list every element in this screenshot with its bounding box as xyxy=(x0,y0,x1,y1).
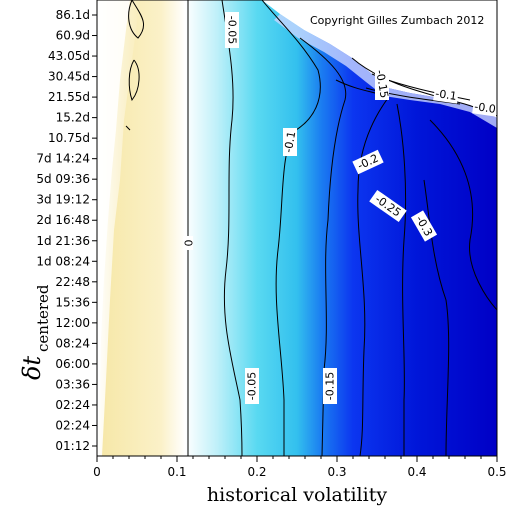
x-tick-label: 0 xyxy=(93,465,101,479)
y-tick-label: 60.9d xyxy=(56,29,90,43)
y-tick-label: 08:24 xyxy=(55,336,90,350)
contour-label-7: -0.05 xyxy=(246,372,259,400)
x-tick-label: 0.5 xyxy=(487,465,506,479)
y-tick-label: 43.05d xyxy=(48,49,90,63)
y-tick-label: 15.2d xyxy=(56,111,90,125)
y-tick-label: 12:00 xyxy=(55,316,90,330)
x-tick-label: 0.4 xyxy=(407,465,426,479)
y-axis-title-symbol: δt xyxy=(18,356,46,380)
y-axis-title-subscript: centered xyxy=(34,284,52,352)
x-axis: 0 0.1 0.2 0.3 0.4 0.5 xyxy=(93,456,507,479)
contour-label-0: 0 xyxy=(182,240,195,247)
y-tick-label: 5d 09:36 xyxy=(36,172,90,186)
x-axis-title: historical volatility xyxy=(207,484,387,506)
y-tick-label: 3d 19:12 xyxy=(36,193,90,207)
copyright-annotation: Copyright Gilles Zumbach 2012 xyxy=(310,14,484,27)
contour-label-2: -0.1 xyxy=(282,130,299,153)
y-tick-label: 06:00 xyxy=(55,357,90,371)
y-tick-label: 01:12 xyxy=(55,439,90,453)
y-tick-label: 02:24 xyxy=(55,398,90,412)
contour-label-8: -0.15 xyxy=(324,372,337,400)
y-tick-label: 30.45d xyxy=(48,70,90,84)
contour-label-9: -0.1 xyxy=(434,87,457,103)
y-tick-label: 15:36 xyxy=(55,295,90,309)
y-axis-title: δt centered xyxy=(18,284,52,380)
x-tick-label: 0.2 xyxy=(247,465,266,479)
contour-label-1: -0.05 xyxy=(226,16,239,44)
y-tick-label: 10.75d xyxy=(48,131,90,145)
y-tick-label: 22:48 xyxy=(55,275,90,289)
heatmap-field xyxy=(97,0,497,456)
contour-label-3: -0.15 xyxy=(373,69,391,99)
x-tick-label: 0.1 xyxy=(167,465,186,479)
contour-label-group: 0 -0.05 -0.1 -0.15 -0.2 -0.25 -0.3 -0.05… xyxy=(182,12,498,404)
y-tick-label: 03:36 xyxy=(55,377,90,391)
y-tick-label: 1d 21:36 xyxy=(36,234,90,248)
y-tick-label: 7d 14:24 xyxy=(36,152,90,166)
y-axis: 86.1d 60.9d 43.05d 30.45d 21.55d 15.2d 10.75d 7… xyxy=(36,8,97,453)
x-tick-label: 0.3 xyxy=(327,465,346,479)
y-tick-label: 21.55d xyxy=(48,90,90,104)
y-tick-label: 86.1d xyxy=(56,8,90,22)
y-tick-label: 02:24 xyxy=(55,418,90,432)
plot-frame xyxy=(96,0,498,457)
contour-label-10: -0.0 xyxy=(473,100,496,116)
y-tick-label: 1d 08:24 xyxy=(36,254,90,268)
y-tick-label: 2d 16:48 xyxy=(36,213,90,227)
